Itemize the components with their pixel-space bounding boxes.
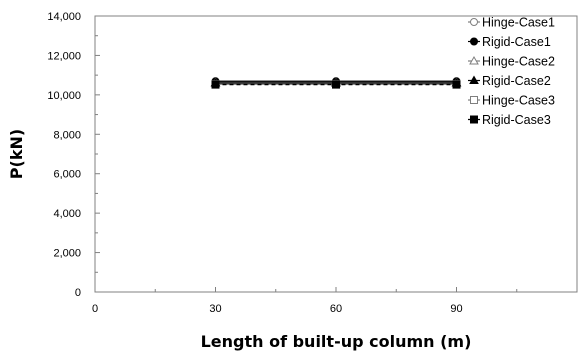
legend-marker xyxy=(469,75,479,84)
legend-label: Rigid-Case3 xyxy=(482,113,551,127)
legend-label: Hinge-Case3 xyxy=(482,94,555,108)
plot-area xyxy=(94,15,578,293)
legend-marker xyxy=(470,37,478,46)
x-tick-label: 90 xyxy=(450,303,462,315)
y-tick-label: 6,000 xyxy=(53,169,81,181)
data-point xyxy=(452,80,461,89)
data-point xyxy=(332,80,340,89)
y-tick-label: 2,000 xyxy=(53,248,81,260)
legend-item: Hinge-Case1 xyxy=(468,16,555,30)
legend-marker xyxy=(470,96,478,104)
legend-label: Rigid-Case2 xyxy=(482,74,551,88)
legend-item: Hinge-Case3 xyxy=(468,94,555,108)
x-axis: 0 30 60 90 xyxy=(92,287,578,315)
y-tick-label: 0 xyxy=(75,287,81,299)
x-axis-title: Length of built-up column (m) xyxy=(201,332,472,351)
x-tick-label: 30 xyxy=(209,303,221,315)
legend-label: Hinge-Case1 xyxy=(482,16,555,30)
y-axis-title: P(kN) xyxy=(7,129,26,179)
x-tick-label: 60 xyxy=(330,303,342,315)
series-rigid-case3 xyxy=(211,80,461,89)
legend-item: Hinge-Case2 xyxy=(468,55,555,69)
y-tick-label: 8,000 xyxy=(53,129,81,141)
legend-marker xyxy=(470,18,478,26)
legend-item: Rigid-Case2 xyxy=(468,74,551,88)
y-axis: 0 2,000 4,000 6,000 8,000 10,000 12,000 14,000 xyxy=(47,11,100,299)
y-tick-label: 14,000 xyxy=(47,11,81,23)
legend-marker xyxy=(470,115,478,124)
legend-label: Rigid-Case1 xyxy=(482,35,551,49)
legend-item: Rigid-Case3 xyxy=(468,113,551,127)
x-tick-label: 0 xyxy=(92,303,98,315)
legend-marker xyxy=(469,55,479,65)
legend-label: Hinge-Case2 xyxy=(482,55,555,69)
y-tick-label: 10,000 xyxy=(47,90,81,102)
y-tick-label: 4,000 xyxy=(53,208,81,220)
data-point xyxy=(211,80,220,89)
y-tick-label: 12,000 xyxy=(47,50,81,62)
legend: Hinge-Case1 Rigid-Case1 Hinge-Case2 Rigid-C… xyxy=(468,16,555,127)
legend-item: Rigid-Case1 xyxy=(468,35,551,49)
series-layer xyxy=(210,77,462,89)
